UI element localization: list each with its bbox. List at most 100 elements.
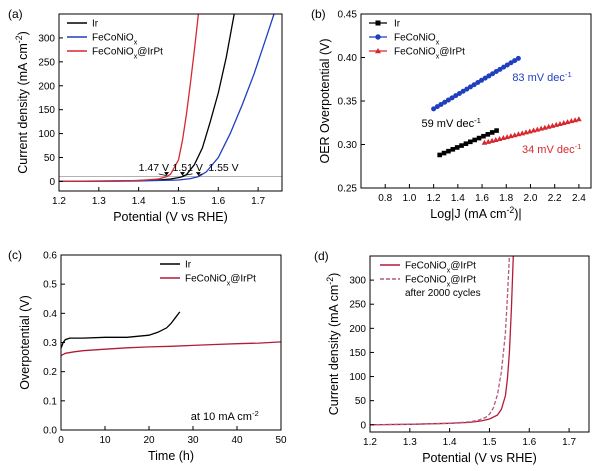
data-point	[475, 80, 481, 86]
x-axis-label: Log|J (mA cm-2)|	[430, 205, 521, 221]
y-tick-label: 0.5	[43, 280, 57, 291]
data-point	[471, 82, 477, 88]
data-point	[576, 116, 582, 122]
y-tick-label: 0.30	[338, 140, 358, 151]
y-tick-label: 300	[349, 276, 366, 287]
x-tick-label: 1.8	[499, 193, 513, 204]
series-line-2	[59, 14, 275, 183]
x-tick-label: 2.0	[524, 193, 538, 204]
y-tick-label: 150	[349, 348, 366, 359]
legend-label: FeCoNiOx	[92, 33, 138, 47]
y-axis-label: Current density (mA cm-2)	[325, 273, 341, 416]
panel-label: (d)	[314, 249, 329, 263]
panel-label: (c)	[8, 248, 22, 262]
data-point	[486, 73, 492, 79]
data-point	[476, 135, 482, 141]
data-point	[463, 141, 469, 146]
data-point	[449, 95, 455, 101]
data-point	[493, 69, 499, 75]
legend-marker	[375, 34, 381, 40]
data-point	[490, 71, 496, 77]
y-tick-label: 50	[44, 153, 56, 164]
legend-marker	[375, 20, 381, 26]
x-tick-label: 2.4	[572, 193, 586, 204]
x-tick-label: 1.3	[403, 437, 417, 448]
data-point	[508, 60, 514, 66]
y-tick-label: 0.6	[43, 251, 57, 262]
y-tick-label: 250	[349, 300, 366, 311]
data-point	[497, 66, 503, 72]
annotation-arrowhead	[179, 172, 185, 176]
legend-label-line2: after 2000 cycles	[405, 288, 481, 299]
x-tick-label: 1.2	[52, 196, 66, 207]
annotation-arrowhead	[164, 172, 170, 176]
data-point	[467, 84, 473, 90]
chart-panel-1: (a) 1.2 1.3 1.4 1.5 1.6 1.7 0 50 100 150 200 250 300 P…	[8, 7, 283, 224]
chart-panel-3: (c) 0 10 20 30 40 50 0.0 0.1 0.2 0.3 0.4 0.5 0.6 Time …	[8, 248, 287, 463]
x-tick-label: 1.4	[451, 193, 465, 204]
legend-label: FeCoNiOx@IrPt	[185, 274, 256, 288]
y-tick-label: 200	[38, 81, 55, 92]
plot-area	[431, 55, 582, 158]
panel-label: (b)	[311, 7, 326, 21]
x-tick-label: 1.6	[211, 196, 225, 207]
y-tick-label: 100	[349, 372, 366, 383]
y-tick-label: 0	[360, 420, 366, 431]
legend-marker	[375, 48, 381, 54]
legend-label: Ir	[185, 260, 192, 271]
data-point	[489, 130, 495, 135]
y-tick-label: 0.45	[338, 10, 358, 21]
y-tick-label: 200	[349, 324, 366, 335]
series-line-3	[59, 14, 200, 183]
x-tick-label: 40	[231, 435, 243, 446]
data-point	[494, 128, 499, 133]
legend: Ir FeCoNiOx@IrPt	[160, 260, 256, 288]
x-tick-label: 1.6	[475, 193, 489, 204]
annotation-label: at 10 mA cm-2	[191, 408, 259, 423]
legend-label: FeCoNiOx@IrPt	[92, 47, 163, 61]
x-tick-label: 20	[143, 435, 155, 446]
data-point	[431, 106, 437, 112]
data-point	[481, 133, 486, 139]
x-tick-label: 30	[187, 435, 199, 446]
x-axis-label: Potential (V vs RHE)	[422, 451, 537, 465]
data-point	[504, 62, 510, 68]
x-tick-label: 1.2	[427, 193, 441, 204]
data-point	[437, 152, 442, 158]
x-tick-label: 1.5	[172, 196, 186, 207]
y-tick-label: 0	[49, 177, 55, 188]
series-line-2	[61, 341, 281, 357]
legend-label: Ir	[92, 19, 99, 30]
data-point	[454, 145, 460, 150]
legend-label: FeCoNiOx@IrPt	[405, 261, 476, 275]
legend-label: FeCoNiOx	[394, 33, 440, 47]
plot-frame	[58, 13, 283, 192]
y-axis-label: OER Overpotential (V)	[318, 38, 332, 163]
series-line-2	[370, 256, 511, 426]
y-tick-label: 0.25	[338, 184, 358, 195]
annotation-label: 83 mV dec-1	[512, 69, 571, 84]
annotation-arrow	[198, 173, 203, 177]
x-tick-label: 1.7	[562, 437, 576, 448]
chart-panel-4: (d) 1.2 1.3 1.4 1.5 1.6 1.7 0 50 100 150 200 250 300 P…	[314, 249, 590, 465]
data-point	[485, 132, 491, 137]
y-tick-label: 0.4	[43, 309, 57, 320]
chart-panel-2: (b) 0.8 1.0 1.2 1.4 1.6 1.8 2.0 2.2 2.4 0.25 0.30 0.…	[311, 7, 592, 221]
y-axis-label: Overpotential (V)	[18, 295, 32, 389]
annotation-arrowhead	[195, 172, 201, 176]
x-tick-label: 0.8	[378, 193, 392, 204]
data-point	[441, 150, 447, 156]
annotation-label: 1.55 V	[208, 162, 238, 174]
x-tick-label: 10	[99, 435, 111, 446]
y-tick-label: 0.40	[338, 53, 358, 64]
panel-label: (a)	[8, 7, 23, 21]
data-point	[438, 101, 444, 107]
data-point	[459, 143, 464, 148]
data-point	[446, 148, 451, 154]
data-point	[460, 88, 466, 94]
x-tick-label: 1.2	[363, 437, 377, 448]
data-point	[515, 55, 521, 61]
